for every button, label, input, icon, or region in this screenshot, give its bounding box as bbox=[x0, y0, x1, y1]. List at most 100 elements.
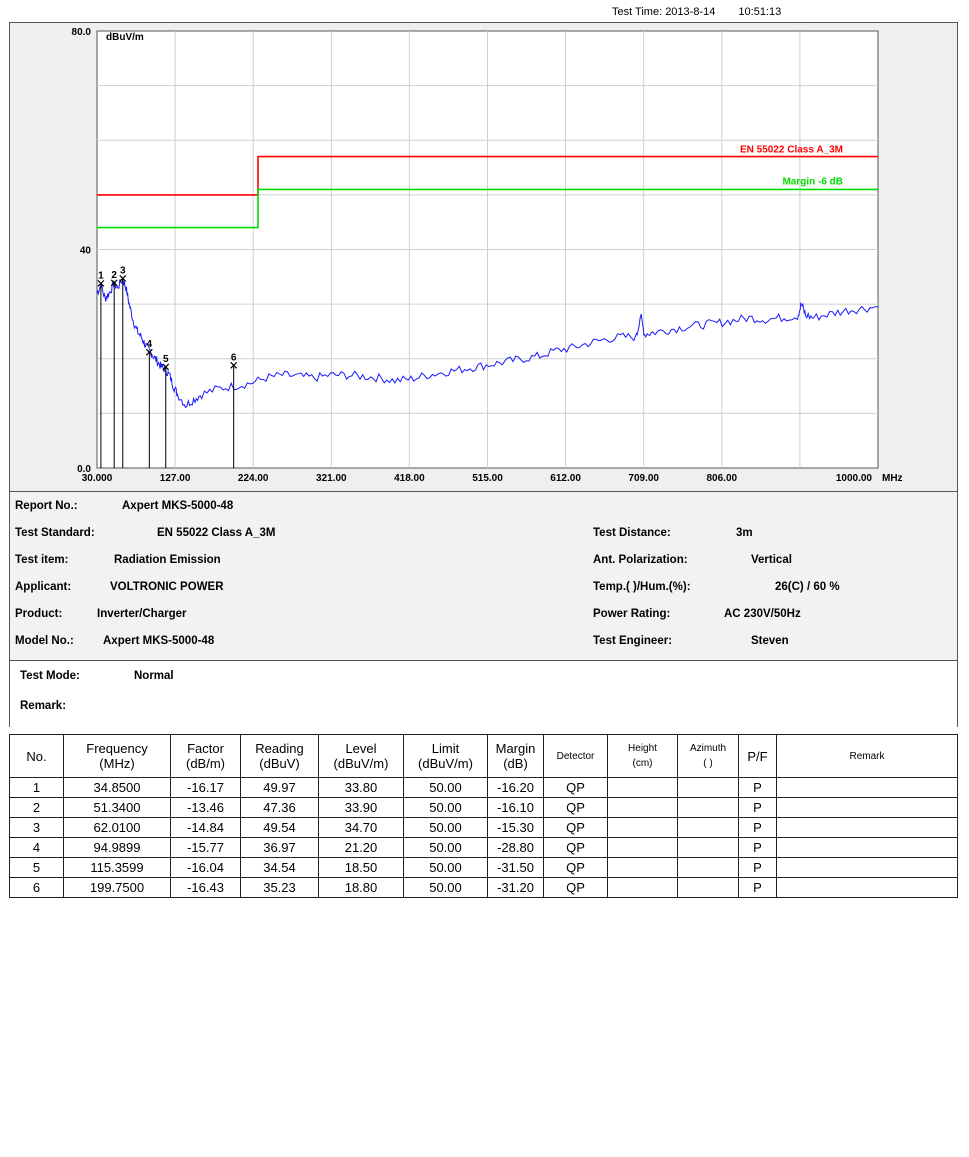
table-cell: QP bbox=[543, 857, 608, 878]
model-label: Model No.: bbox=[15, 635, 74, 647]
mode-label: Test Mode: bbox=[20, 670, 80, 682]
column-header-line: Height bbox=[628, 743, 657, 754]
column-header-line: Frequency bbox=[86, 741, 148, 756]
table-cell: P bbox=[738, 797, 777, 818]
column-header: Frequency (MHz) bbox=[63, 734, 171, 778]
table-cell: 34.54 bbox=[240, 857, 319, 878]
column-header-line: (cm) bbox=[632, 758, 653, 769]
column-header: Limit (dBuV/m) bbox=[403, 734, 488, 778]
test-clock: 10:51:13 bbox=[738, 6, 782, 18]
column-header-line: Factor bbox=[187, 741, 224, 756]
table-cell bbox=[607, 817, 678, 838]
table-cell: P bbox=[738, 877, 777, 898]
marker-label: 4 bbox=[147, 339, 153, 350]
table-cell: 50.00 bbox=[403, 777, 488, 798]
marker-label: 2 bbox=[111, 270, 117, 281]
table-row: 6 199.7500 -16.43 35.23 18.80 50.00 -31.20 QP P bbox=[9, 877, 958, 898]
table-cell bbox=[776, 837, 958, 858]
column-header-line: (dB) bbox=[503, 756, 528, 771]
applicant-value: VOLTRONIC POWER bbox=[110, 581, 224, 593]
table-cell: 51.3400 bbox=[63, 797, 171, 818]
column-header-line: Azimuth bbox=[689, 743, 727, 754]
column-header: Level (dBuV/m) bbox=[318, 734, 404, 778]
test-date: 2013-8-14 bbox=[665, 6, 716, 18]
table-body: 1 34.8500 -16.17 49.97 33.80 50.00 -16.20 QP P 2 5… bbox=[9, 777, 958, 898]
column-header-line: (dBuV/m) bbox=[333, 756, 389, 771]
table-cell: -16.43 bbox=[170, 877, 241, 898]
table-cell: 5 bbox=[9, 857, 64, 878]
table-cell: 18.50 bbox=[318, 857, 404, 878]
table-cell: -16.17 bbox=[170, 777, 241, 798]
table-cell bbox=[776, 877, 958, 898]
table-cell: -31.20 bbox=[487, 877, 544, 898]
report-no-label: Report No.: bbox=[15, 500, 78, 512]
column-header-line: (dB/m) bbox=[186, 756, 225, 771]
table-cell: 50.00 bbox=[403, 817, 488, 838]
column-header-line: (MHz) bbox=[99, 756, 135, 771]
report-no-value: Axpert MKS-5000-48 bbox=[122, 500, 234, 512]
marker-x bbox=[97, 279, 105, 287]
table-cell bbox=[677, 797, 739, 818]
table-cell: 4 bbox=[9, 837, 64, 858]
x-tick-label: 612.00 bbox=[550, 473, 581, 484]
item-value: Radiation Emission bbox=[114, 554, 221, 566]
table-cell: 33.90 bbox=[318, 797, 404, 818]
table-cell: -28.80 bbox=[487, 837, 544, 858]
table-row: 5 115.3599 -16.04 34.54 18.50 50.00 -31.50 QP P bbox=[9, 857, 958, 878]
column-header-line: Reading bbox=[255, 741, 304, 756]
table-cell: 33.80 bbox=[318, 777, 404, 798]
table-row: 2 51.3400 -13.46 47.36 33.90 50.00 -16.10 QP P bbox=[9, 797, 958, 818]
marker-label: 3 bbox=[120, 265, 126, 276]
report-panel: EN 55022 Class A_3M Margin -6 dB 1 2 3 4 5 6 80.… bbox=[9, 22, 958, 727]
x-tick-label: 709.00 bbox=[628, 473, 659, 484]
test-time-label: Test Time: bbox=[612, 6, 663, 18]
column-header: Height (cm) bbox=[607, 734, 678, 778]
table-cell: P bbox=[738, 837, 777, 858]
table-cell: 50.00 bbox=[403, 877, 488, 898]
table-cell: 34.70 bbox=[318, 817, 404, 838]
product-value: Inverter/Charger bbox=[97, 608, 187, 620]
table-cell bbox=[776, 857, 958, 878]
engineer-label: Test Engineer: bbox=[593, 635, 673, 647]
polarization-label: Ant. Polarization: bbox=[593, 554, 688, 566]
limit-line bbox=[97, 155, 878, 196]
marker-label: 1 bbox=[98, 270, 104, 281]
distance-value: 3m bbox=[736, 527, 753, 539]
marker-x bbox=[110, 279, 118, 287]
column-header: P/F bbox=[738, 734, 777, 778]
table-cell bbox=[677, 837, 739, 858]
table-cell: -13.46 bbox=[170, 797, 241, 818]
x-tick-label: 224.00 bbox=[238, 473, 269, 484]
power-label: Power Rating: bbox=[593, 608, 671, 620]
table-cell: -16.20 bbox=[487, 777, 544, 798]
table-cell: -15.77 bbox=[170, 837, 241, 858]
table-cell: P bbox=[738, 817, 777, 838]
x-tick-label: 1000.00 bbox=[836, 473, 873, 484]
column-header-line: (dBuV/m) bbox=[418, 756, 473, 771]
table-cell: -16.04 bbox=[170, 857, 241, 878]
column-header-line: Remark bbox=[849, 750, 885, 762]
x-tick-label: 418.00 bbox=[394, 473, 425, 484]
column-header-line: Margin bbox=[495, 741, 536, 756]
product-label: Product: bbox=[15, 608, 63, 620]
power-value: AC 230V/50Hz bbox=[724, 608, 801, 620]
margin-line-label: Margin -6 dB bbox=[782, 176, 843, 187]
table-cell bbox=[607, 877, 678, 898]
table-cell: 49.54 bbox=[240, 817, 319, 838]
y-tick-label: 0.0 bbox=[77, 464, 91, 475]
table-cell bbox=[607, 777, 678, 798]
results-table: No. Frequency (MHz) Factor (dB/m) Reading (dBu… bbox=[9, 734, 958, 898]
polarization-value: Vertical bbox=[751, 554, 792, 566]
standard-label: Test Standard: bbox=[15, 527, 95, 539]
table-row: 3 62.0100 -14.84 49.54 34.70 50.00 -15.30 QP P bbox=[9, 817, 958, 838]
table-cell: P bbox=[738, 777, 777, 798]
x-tick-label: 806.00 bbox=[707, 473, 738, 484]
table-cell: 1 bbox=[9, 777, 64, 798]
marker-label: 6 bbox=[231, 352, 237, 363]
table-cell: QP bbox=[543, 877, 608, 898]
table-cell: 62.0100 bbox=[63, 817, 171, 838]
report-info: Report No.: Axpert MKS-5000-48 Test Stan… bbox=[10, 492, 957, 661]
table-cell: 6 bbox=[9, 877, 64, 898]
table-cell: 50.00 bbox=[403, 837, 488, 858]
table-cell: QP bbox=[543, 797, 608, 818]
